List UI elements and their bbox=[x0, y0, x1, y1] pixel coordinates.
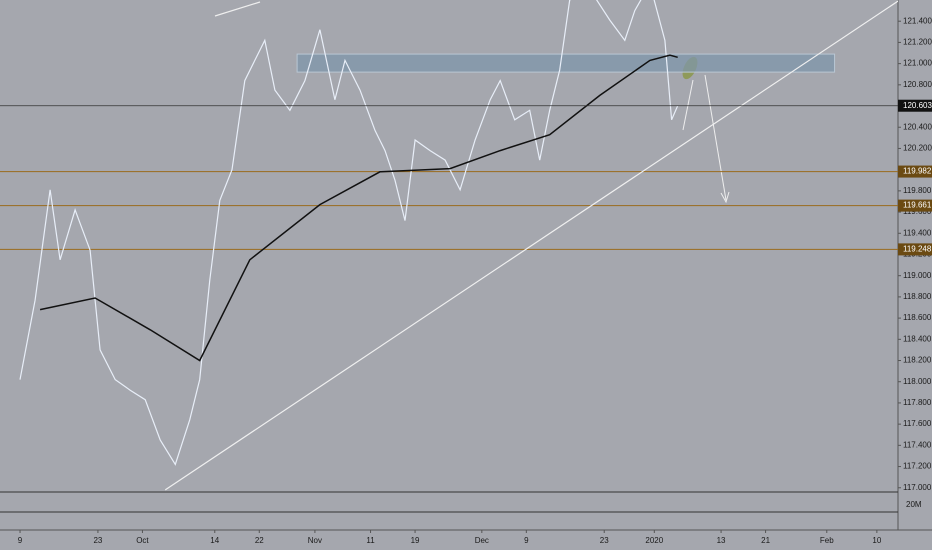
x-tick-label: 2020 bbox=[645, 536, 663, 545]
y-tick-label: 118.000 bbox=[903, 377, 932, 386]
y-tick-label: 120.800 bbox=[903, 80, 932, 89]
arrow bbox=[704, 74, 727, 201]
x-tick-label: Dec bbox=[475, 536, 489, 545]
x-tick-label: 10 bbox=[872, 536, 881, 545]
last-price-label: 120.603 bbox=[903, 101, 932, 110]
x-tick-label: 19 bbox=[411, 536, 420, 545]
trendline bbox=[164, 0, 898, 491]
price-line bbox=[39, 54, 678, 362]
last-price-badge bbox=[898, 99, 932, 112]
y-tick-label: 119.800 bbox=[903, 186, 932, 195]
x-tick-label: Feb bbox=[820, 536, 834, 545]
x-tick-label: 22 bbox=[255, 536, 264, 545]
drawing-line bbox=[214, 1, 261, 17]
price-level-label: 119.982 bbox=[903, 167, 932, 176]
x-tick-label: 21 bbox=[761, 536, 770, 545]
arrow bbox=[682, 79, 694, 131]
plot-area bbox=[0, 0, 898, 491]
price-level-badge bbox=[898, 165, 932, 178]
x-tick-label: Oct bbox=[136, 536, 149, 545]
y-tick-label: 120.400 bbox=[903, 122, 932, 131]
x-tick-label: 9 bbox=[524, 536, 529, 545]
price-level-label: 119.661 bbox=[903, 201, 932, 210]
y-tick-label: 120.200 bbox=[903, 144, 932, 153]
x-tick-label: 23 bbox=[600, 536, 609, 545]
price-level-label: 119.248 bbox=[903, 245, 932, 254]
y-tick-label: 118.400 bbox=[903, 334, 932, 343]
y-tick-label: 118.800 bbox=[903, 292, 932, 301]
y-tick-label: 117.800 bbox=[903, 398, 932, 407]
y-tick-label: 119.000 bbox=[903, 271, 932, 280]
y-tick-label: 121.400 bbox=[903, 16, 932, 25]
y-tick-label: 119.400 bbox=[903, 228, 932, 237]
x-tick-label: 14 bbox=[210, 536, 219, 545]
arrow-head bbox=[720, 191, 730, 204]
price-line bbox=[19, 0, 679, 466]
y-tick-label: 118.200 bbox=[903, 356, 932, 365]
y-tick-label: 121.200 bbox=[903, 38, 932, 47]
y-tick-label: 117.000 bbox=[903, 483, 932, 492]
x-tick-label: 9 bbox=[18, 536, 23, 545]
x-tick-label: 11 bbox=[366, 536, 375, 545]
y-tick-label: 117.400 bbox=[903, 440, 932, 449]
volume-label: 20M bbox=[906, 500, 922, 509]
zone bbox=[296, 53, 836, 73]
y-tick-label: 119.600 bbox=[903, 207, 932, 216]
x-tick-label: Nov bbox=[308, 536, 322, 545]
y-tick-label: 117.200 bbox=[903, 462, 932, 471]
y-tick-label: 117.600 bbox=[903, 419, 932, 428]
price-level-badge bbox=[898, 243, 932, 256]
y-tick-label: 121.000 bbox=[903, 59, 932, 68]
price-level-badge bbox=[898, 199, 932, 212]
x-tick-label: 13 bbox=[717, 536, 726, 545]
y-tick-label: 118.600 bbox=[903, 313, 932, 322]
x-tick-label: 23 bbox=[93, 536, 102, 545]
